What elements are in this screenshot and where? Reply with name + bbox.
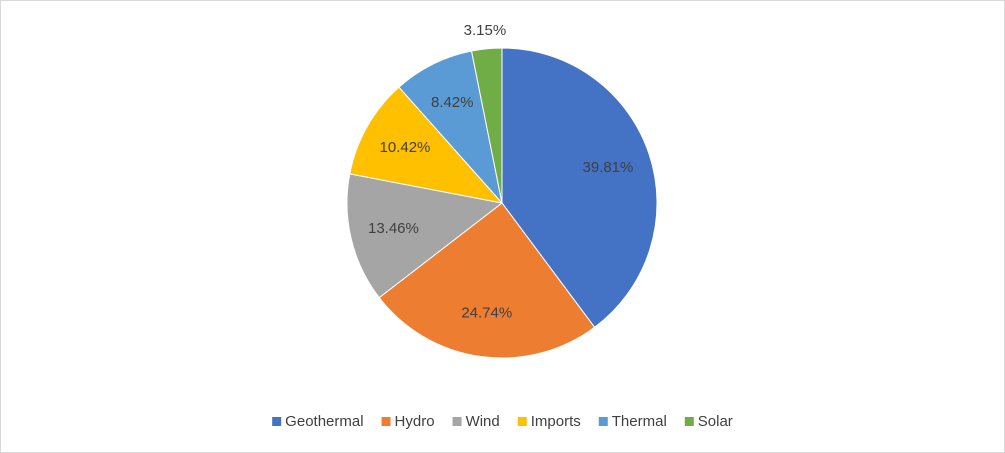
legend-swatch bbox=[452, 417, 462, 426]
data-label: 10.42% bbox=[380, 139, 431, 156]
legend-swatch bbox=[517, 417, 527, 426]
legend-label: Solar bbox=[698, 413, 733, 430]
pie-slice bbox=[470, 47, 503, 204]
data-label: 8.42% bbox=[431, 94, 474, 111]
legend-label: Imports bbox=[531, 413, 581, 430]
pie-slice bbox=[349, 86, 504, 204]
data-label: 3.15% bbox=[464, 22, 507, 39]
pie-slice bbox=[501, 47, 658, 329]
legend-swatch bbox=[684, 417, 694, 426]
legend-swatch bbox=[381, 417, 391, 426]
data-label: 24.74% bbox=[461, 305, 512, 322]
legend-label: Geothermal bbox=[285, 413, 363, 430]
data-label: 13.46% bbox=[368, 220, 419, 237]
pie-slice bbox=[378, 202, 596, 359]
legend-swatch bbox=[272, 417, 282, 426]
legend-swatch bbox=[598, 417, 608, 426]
legend: Geothermal Hydro Wind Imports Thermal Solar bbox=[272, 413, 733, 430]
legend-label: Wind bbox=[466, 413, 500, 430]
data-label: 39.81% bbox=[582, 159, 633, 176]
legend-label: Hydro bbox=[395, 413, 435, 430]
legend-label: Thermal bbox=[612, 413, 667, 430]
pie-slice bbox=[346, 173, 504, 299]
